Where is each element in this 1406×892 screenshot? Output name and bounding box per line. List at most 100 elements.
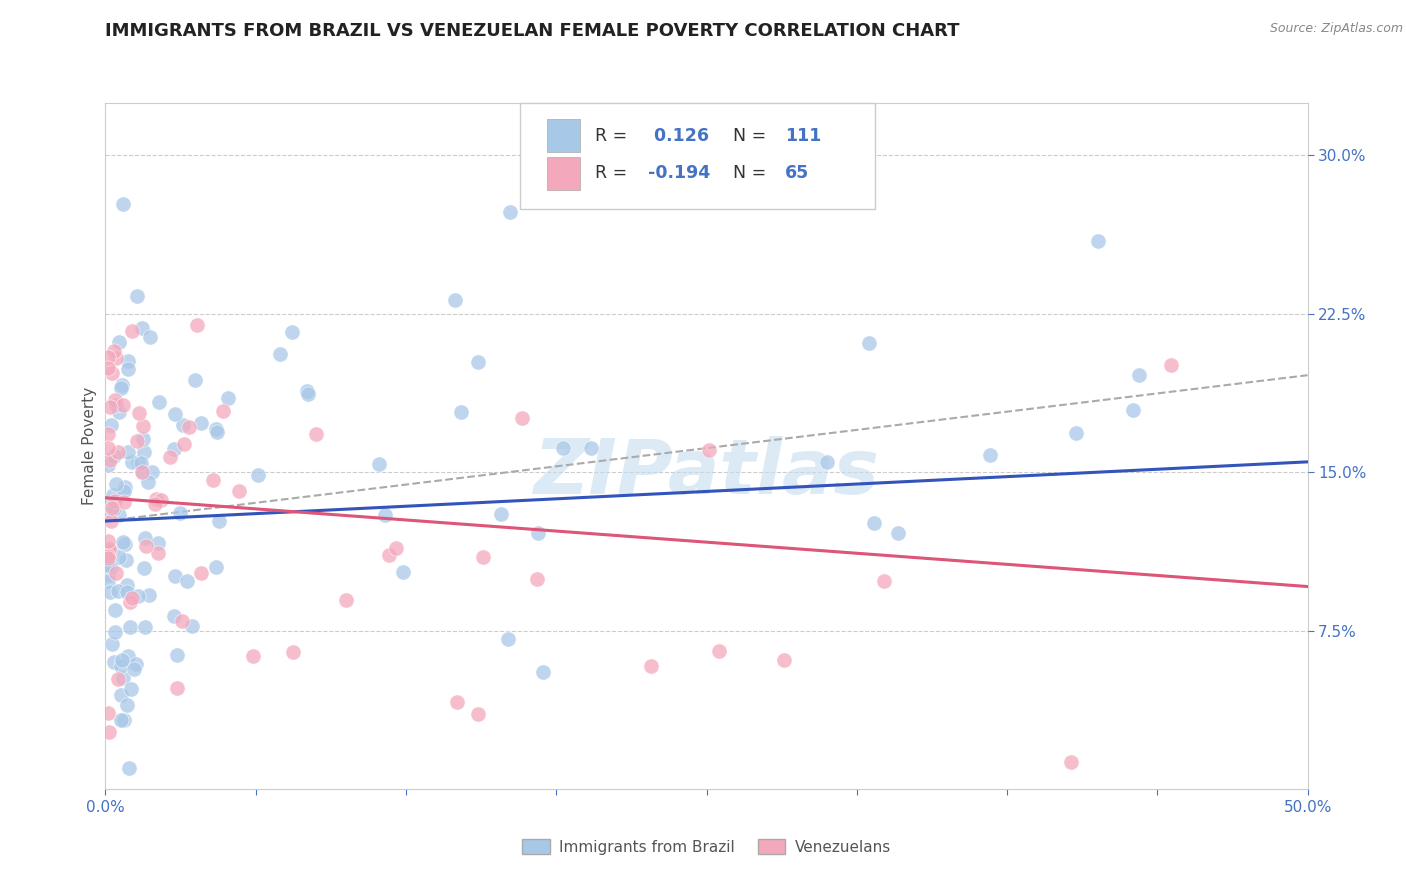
- Point: [114, 552, 136, 566]
- Point: [1066, 425, 1088, 440]
- Point: [100, 514, 122, 528]
- Point: [121, 591, 143, 606]
- Point: [269, 347, 291, 361]
- Point: [208, 514, 231, 528]
- Point: [1128, 368, 1150, 382]
- Text: Source: ZipAtlas.com: Source: ZipAtlas.com: [1270, 22, 1403, 36]
- Point: [385, 541, 408, 555]
- Point: [149, 492, 172, 507]
- Point: [132, 419, 155, 434]
- Point: [110, 381, 132, 395]
- Point: [531, 665, 554, 679]
- Point: [163, 609, 186, 624]
- Point: [104, 603, 127, 617]
- Point: [107, 584, 129, 599]
- Y-axis label: Female Poverty: Female Poverty: [82, 387, 97, 505]
- Point: [97, 574, 120, 588]
- Point: [135, 540, 157, 554]
- Point: [114, 537, 136, 551]
- Point: [450, 405, 472, 419]
- Point: [129, 456, 152, 470]
- Point: [177, 420, 200, 434]
- Text: R =: R =: [595, 164, 633, 182]
- Point: [131, 321, 153, 335]
- Point: [773, 653, 796, 667]
- Point: [131, 467, 153, 481]
- Point: [125, 434, 148, 449]
- Point: [124, 662, 146, 676]
- Point: [201, 473, 224, 487]
- Point: [247, 467, 270, 482]
- Point: [98, 453, 121, 467]
- Point: [305, 427, 328, 442]
- Point: [169, 506, 191, 520]
- Text: ZIPatlas: ZIPatlas: [533, 436, 880, 510]
- Point: [163, 442, 186, 457]
- Point: [190, 417, 212, 431]
- Bar: [547, 119, 581, 152]
- Point: [117, 362, 139, 376]
- Point: [101, 488, 124, 502]
- Point: [103, 343, 125, 358]
- Point: [496, 632, 519, 647]
- Point: [579, 441, 602, 455]
- Point: [112, 495, 135, 509]
- Point: [98, 543, 121, 558]
- Point: [172, 418, 194, 433]
- Point: [815, 455, 838, 469]
- Point: [863, 516, 886, 530]
- Point: [212, 404, 235, 418]
- Point: [472, 549, 495, 564]
- Point: [228, 484, 250, 499]
- Text: 0.126: 0.126: [648, 127, 709, 145]
- Point: [121, 324, 143, 338]
- Point: [132, 445, 155, 459]
- Point: [217, 392, 239, 406]
- Text: R =: R =: [595, 127, 633, 145]
- Point: [391, 565, 413, 579]
- Point: [97, 498, 120, 512]
- Point: [110, 659, 132, 673]
- Point: [173, 437, 195, 451]
- Point: [489, 508, 512, 522]
- Point: [101, 637, 124, 651]
- Point: [112, 484, 135, 499]
- Point: [127, 455, 149, 469]
- Point: [139, 330, 162, 344]
- Point: [97, 567, 120, 582]
- Point: [446, 695, 468, 709]
- Point: [184, 373, 207, 387]
- Point: [97, 441, 120, 455]
- Point: [125, 657, 148, 671]
- Point: [136, 475, 159, 490]
- Point: [111, 378, 134, 392]
- Point: [97, 350, 120, 364]
- Point: [104, 393, 127, 408]
- Point: [1122, 402, 1144, 417]
- Point: [112, 399, 135, 413]
- Point: [207, 425, 229, 439]
- Point: [98, 400, 121, 414]
- Point: [97, 542, 120, 557]
- Point: [132, 432, 155, 446]
- Point: [117, 354, 139, 368]
- Point: [181, 619, 204, 633]
- Point: [159, 450, 181, 464]
- Point: [281, 325, 304, 339]
- Point: [166, 648, 188, 662]
- Text: N =: N =: [733, 164, 772, 182]
- Point: [115, 698, 138, 712]
- Point: [112, 197, 135, 211]
- Point: [163, 569, 186, 583]
- Point: [444, 293, 467, 307]
- Point: [707, 643, 730, 657]
- Point: [281, 645, 304, 659]
- Point: [105, 398, 128, 412]
- Point: [104, 624, 127, 639]
- Point: [111, 671, 134, 685]
- Text: -0.194: -0.194: [648, 164, 710, 182]
- Point: [190, 566, 212, 580]
- Point: [979, 448, 1001, 462]
- Point: [148, 546, 170, 560]
- Point: [97, 458, 120, 472]
